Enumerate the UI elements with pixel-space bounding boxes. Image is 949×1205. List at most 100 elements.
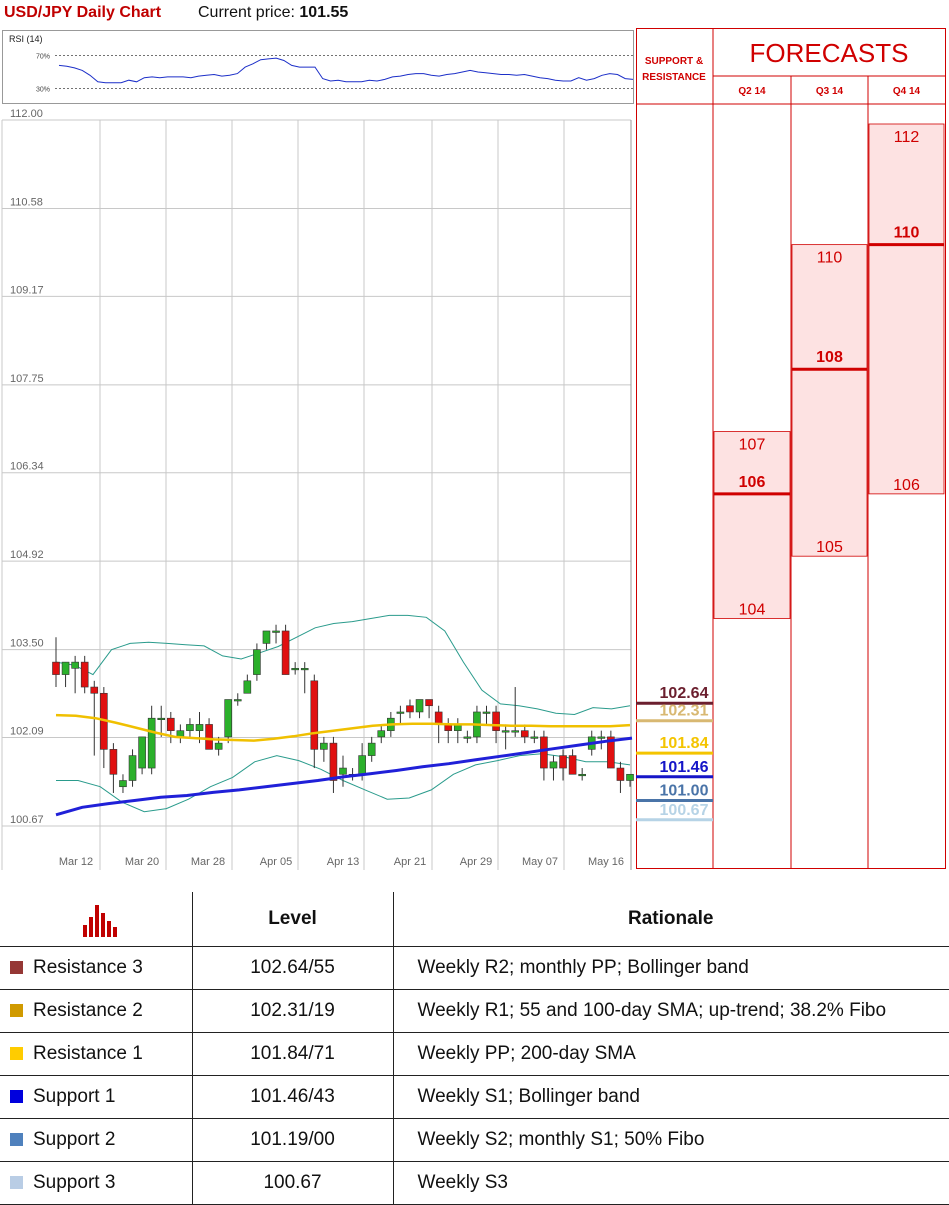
- table-row: Support 1 101.46/43 Weekly S1; Bollinger b…: [0, 1075, 949, 1119]
- row-name: Support 2: [33, 1129, 116, 1150]
- row-name-cell: Support 3: [0, 1161, 193, 1205]
- x-tick-label: Apr 05: [260, 856, 292, 868]
- candle-body: [597, 736, 606, 739]
- bollinger-upper-line: [55, 614, 631, 716]
- candle-body: [119, 780, 127, 788]
- price-label: Current price:: [198, 4, 295, 21]
- forecast-high: 110: [817, 250, 843, 267]
- table-header-row: Level Rationale: [0, 892, 949, 947]
- x-tick-label: May 16: [588, 856, 624, 868]
- forecast-mid: 108: [816, 349, 843, 366]
- candle-body: [415, 699, 424, 713]
- levels-table: Level Rationale Resistance 3 102.64/55 Wee…: [0, 892, 949, 1205]
- candle-body: [559, 755, 567, 769]
- row-rationale: Weekly S3: [393, 1161, 949, 1205]
- sr-level-value: 101.46: [660, 759, 709, 776]
- candle-body: [253, 649, 261, 675]
- quarter-label: Q4 14: [893, 86, 921, 97]
- candle-body: [281, 630, 290, 675]
- candle-body: [90, 686, 99, 694]
- sr-label-2: RESISTANCE: [642, 72, 706, 83]
- legend-swatch: [10, 1176, 23, 1189]
- candle-body: [492, 711, 500, 731]
- rsi-plot: 70% 30%: [36, 54, 634, 93]
- candle-body: [310, 680, 319, 750]
- sma-yellow-line: [55, 713, 631, 742]
- rsi-label: RSI (14): [9, 34, 43, 44]
- row-level: 102.64/55: [192, 946, 394, 990]
- candle-body: [320, 742, 328, 750]
- forecast-mid: 106: [739, 474, 766, 491]
- level-header: Level: [192, 892, 394, 947]
- row-name-cell: Support 2: [0, 1118, 193, 1162]
- y-tick-label: 100.67: [10, 814, 44, 826]
- sr-level-value: 101.84: [660, 735, 709, 752]
- candle-body: [52, 661, 60, 675]
- table-icon-cell: [0, 892, 193, 947]
- row-level: 102.31/19: [192, 989, 394, 1033]
- candle-body: [482, 711, 491, 714]
- candle-body: [501, 730, 510, 733]
- candle-body: [425, 699, 433, 707]
- forecast-high: 107: [739, 437, 766, 454]
- candle-body: [167, 717, 175, 731]
- row-level: 101.19/00: [192, 1118, 394, 1162]
- candle-body: [61, 661, 70, 675]
- sma-blue-line: [55, 736, 633, 817]
- candle-body: [367, 742, 376, 756]
- table-row: Support 2 101.19/00 Weekly S2; monthly S1;…: [0, 1118, 949, 1162]
- rsi-line: [58, 57, 634, 84]
- sr-label-1: SUPPORT &: [645, 56, 703, 67]
- row-name: Resistance 2: [33, 1000, 143, 1021]
- row-level: 101.84/71: [192, 1032, 394, 1076]
- candle-body: [377, 730, 386, 738]
- row-name: Support 3: [33, 1172, 116, 1193]
- rsi-tick-70: 70%: [36, 54, 50, 61]
- x-tick-label: Apr 21: [394, 856, 426, 868]
- row-name-cell: Support 1: [0, 1075, 193, 1119]
- legend-swatch: [10, 1047, 23, 1060]
- candle-body: [616, 767, 625, 781]
- forecast-low: 105: [816, 539, 843, 556]
- legend-swatch: [10, 1004, 23, 1017]
- current-price: Current price: 101.55: [198, 4, 348, 22]
- candle-body: [568, 755, 577, 775]
- row-rationale: Weekly R1; 55 and 100-day SMA; up-trend;…: [393, 989, 949, 1033]
- chart-title: USD/JPY Daily Chart: [4, 4, 162, 21]
- candle-body: [128, 755, 137, 781]
- table-row: Resistance 3 102.64/55 Weekly R2; monthly …: [0, 946, 949, 990]
- forecast-high: 112: [894, 129, 920, 146]
- forecast-range: [791, 244, 868, 557]
- candle-body: [205, 724, 213, 750]
- forecast-frame: [636, 28, 946, 869]
- price-value: 101.55: [299, 4, 349, 21]
- candle-body: [243, 680, 252, 694]
- y-tick-label: 104.92: [10, 549, 44, 561]
- legend-swatch: [10, 1090, 23, 1103]
- sr-level-value: 101.00: [660, 782, 709, 799]
- candle-body: [511, 730, 520, 733]
- x-tick-label: Apr 29: [460, 856, 492, 868]
- row-rationale: Weekly R2; monthly PP; Bollinger band: [393, 946, 949, 990]
- candle-body: [109, 749, 118, 775]
- row-rationale: Weekly S1; Bollinger band: [393, 1075, 949, 1119]
- candle-body: [530, 736, 539, 739]
- y-tick-label: 103.50: [10, 638, 44, 650]
- row-level: 100.67: [192, 1161, 394, 1205]
- y-tick-label: 109.17: [10, 284, 44, 296]
- candle-body: [520, 730, 529, 738]
- sr-level-value: 102.64: [660, 685, 709, 702]
- candle-body: [272, 630, 280, 633]
- candle-body: [138, 736, 146, 769]
- x-tick-label: Mar 28: [191, 856, 225, 868]
- rsi-panel: 70% 30% RSI (14): [2, 30, 634, 104]
- forecasts-title: FORECASTS: [750, 38, 909, 68]
- row-name-cell: Resistance 2: [0, 989, 193, 1033]
- x-tick-label: Mar 20: [125, 856, 159, 868]
- quarter-label: Q2 14: [738, 86, 766, 97]
- candle-body: [224, 699, 232, 738]
- table-row: Resistance 2 102.31/19 Weekly R1; 55 and 1…: [0, 989, 949, 1033]
- rationale-header: Rationale: [393, 892, 949, 947]
- candle-body: [578, 773, 586, 777]
- forecast-range: [713, 431, 791, 619]
